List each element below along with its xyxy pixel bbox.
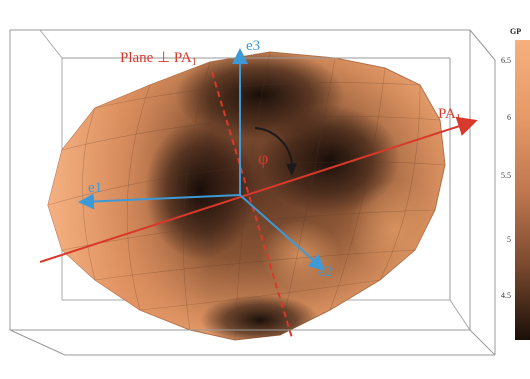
- colorbar-tick-0: 6.5: [501, 56, 511, 65]
- e1-label: e1: [88, 180, 102, 196]
- pa1-label: PA1: [438, 106, 461, 124]
- e2-label: e2: [318, 264, 332, 280]
- bounding-box-front: [9, 29, 496, 356]
- colorbar-tick-3: 5: [507, 235, 511, 244]
- colorbar: GP 6.5 6 5.5 5 4.5: [501, 27, 530, 340]
- phi-arc-arrowhead: [286, 163, 297, 176]
- colorbar-gradient: [515, 40, 530, 340]
- colorbar-tick-2: 5.5: [501, 171, 511, 180]
- e3-label: e3: [246, 38, 260, 54]
- colorbar-title: GP: [510, 27, 521, 36]
- phi-angle-arc: [254, 127, 294, 169]
- pa1-axis: [39, 116, 478, 263]
- e1-vector: [78, 193, 241, 210]
- e2-vector: [239, 194, 325, 271]
- phi-label: φ: [258, 148, 268, 168]
- colorbar-tick-4: 4.5: [501, 291, 511, 300]
- colorbar-tick-1: 6: [507, 113, 511, 122]
- plane-label: Plane ⊥ PA1: [120, 50, 197, 68]
- plane-perpendicular-line: [211, 71, 293, 339]
